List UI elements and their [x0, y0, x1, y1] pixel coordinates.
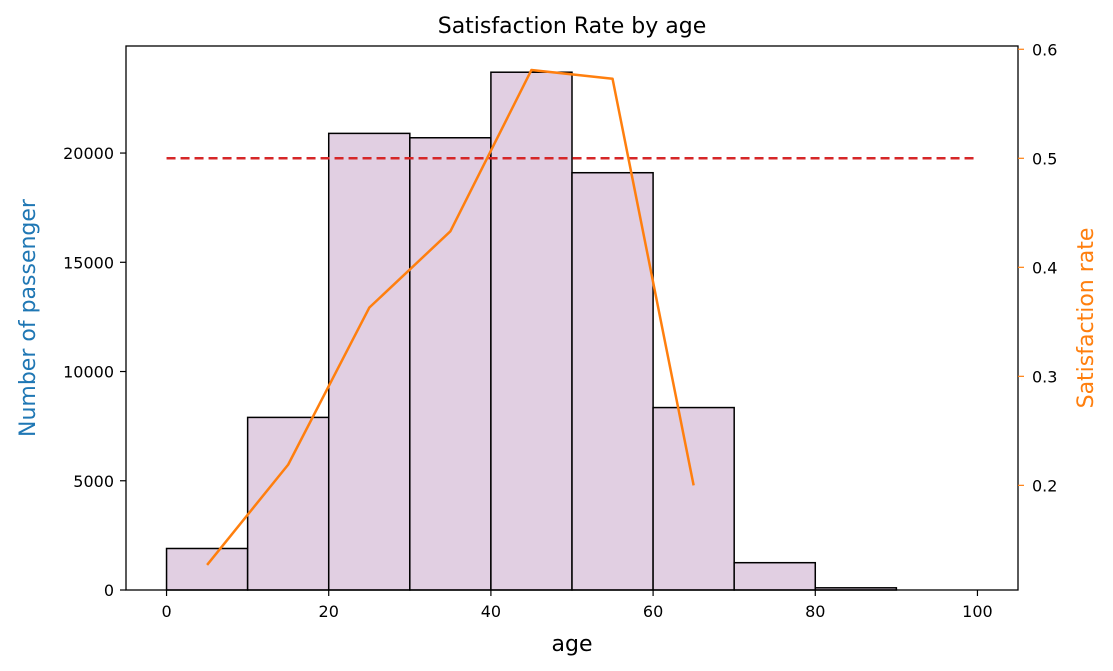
chart-title: Satisfaction Rate by age	[438, 14, 707, 39]
y-tick-label-5000: 5000	[73, 472, 114, 491]
y-axis-ticks: 0 5000 10000 15000 20000	[63, 144, 126, 600]
histogram-bar-0-10	[165, 547, 249, 591]
y-tick-label-0: 0	[104, 581, 114, 600]
histogram-bars	[165, 71, 898, 591]
histogram-bar-70-80	[733, 561, 817, 591]
y-axis-title: Number of passenger	[16, 198, 41, 437]
plot-area-frame	[125, 45, 1019, 591]
x-tick-label-0: 0	[161, 602, 171, 621]
x-tick-label-40: 40	[481, 602, 501, 621]
x-tick-label-20: 20	[319, 602, 339, 621]
y-tick-label-10000: 10000	[63, 363, 114, 382]
y2-tick-label-0.3: 0.3	[1032, 367, 1057, 386]
y2-axis-title: Satisfaction rate	[1074, 228, 1099, 409]
x-tick-label-60: 60	[643, 602, 663, 621]
x-tick-label-100: 100	[962, 602, 993, 621]
x-axis-title: age	[552, 632, 593, 657]
y2-tick-label-0.2: 0.2	[1032, 476, 1057, 495]
y2-axis-ticks: 0.2 0.3 0.4 0.5 0.6	[1018, 40, 1057, 495]
y-tick-label-20000: 20000	[63, 144, 114, 163]
histogram-bar-60-70	[652, 406, 735, 591]
satisfaction-line-group	[206, 68, 695, 566]
x-tick-label-80: 80	[805, 602, 825, 621]
histogram-bar-10-20	[246, 416, 330, 591]
x-axis-ticks: 0 20 40 60 80 100	[161, 590, 993, 621]
y-tick-label-15000: 15000	[63, 253, 114, 272]
histogram-bar-30-40	[409, 137, 492, 591]
y2-tick-label-0.6: 0.6	[1032, 40, 1057, 59]
y2-tick-label-0.5: 0.5	[1032, 149, 1057, 168]
y2-tick-label-0.4: 0.4	[1032, 258, 1057, 277]
histogram-bar-40-50	[490, 71, 573, 591]
histogram-bar-50-60	[571, 171, 654, 591]
